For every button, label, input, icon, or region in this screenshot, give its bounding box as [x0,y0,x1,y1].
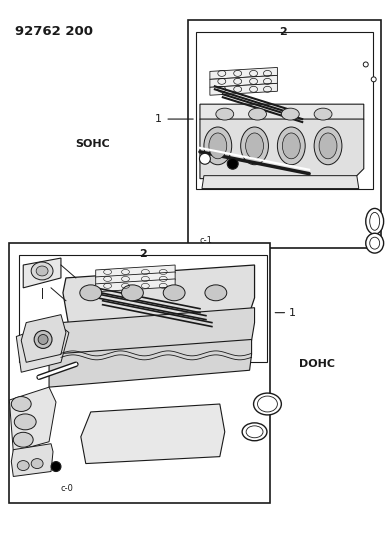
Text: SOHC: SOHC [75,139,110,149]
Ellipse shape [216,108,234,120]
Ellipse shape [314,108,332,120]
Ellipse shape [205,285,227,301]
Ellipse shape [31,262,53,280]
Bar [196,31,373,189]
Polygon shape [9,387,56,451]
Ellipse shape [371,77,376,82]
Polygon shape [200,119,364,179]
Bar [19,255,267,362]
Ellipse shape [209,133,227,159]
Bar [9,243,271,503]
Text: c-0: c-0 [61,484,74,494]
Polygon shape [23,258,61,288]
Polygon shape [16,322,69,372]
Ellipse shape [17,461,29,471]
Ellipse shape [248,108,267,120]
Polygon shape [96,265,175,278]
Ellipse shape [283,133,300,159]
Ellipse shape [319,133,337,159]
Polygon shape [210,75,277,87]
Polygon shape [49,340,252,387]
Ellipse shape [36,266,48,276]
Ellipse shape [14,414,36,430]
Text: 1: 1 [289,308,296,318]
Polygon shape [11,443,53,477]
Ellipse shape [253,393,281,415]
Polygon shape [96,272,175,285]
Ellipse shape [227,158,238,169]
Ellipse shape [31,458,43,469]
Polygon shape [81,404,225,464]
Ellipse shape [13,432,33,447]
Ellipse shape [163,285,185,301]
Ellipse shape [242,423,267,441]
Text: 92762 200: 92762 200 [15,25,93,38]
Ellipse shape [199,154,211,164]
Text: c-1: c-1 [200,236,213,245]
Ellipse shape [366,208,384,234]
Ellipse shape [51,462,61,472]
Polygon shape [202,176,359,189]
Bar [188,20,381,248]
Ellipse shape [38,335,48,344]
Ellipse shape [366,233,384,253]
Ellipse shape [314,127,342,165]
Ellipse shape [204,127,232,165]
Text: 2: 2 [139,249,147,259]
Ellipse shape [277,127,305,165]
Polygon shape [200,104,364,128]
Polygon shape [210,68,277,79]
Polygon shape [96,279,175,292]
Ellipse shape [11,397,31,411]
Ellipse shape [281,108,299,120]
Text: 2: 2 [279,27,287,37]
Text: DOHC: DOHC [299,359,335,369]
Ellipse shape [80,285,102,301]
Ellipse shape [246,133,264,159]
Polygon shape [21,314,66,362]
Ellipse shape [122,285,143,301]
Ellipse shape [241,127,269,165]
Polygon shape [63,265,255,327]
Polygon shape [210,83,277,95]
Polygon shape [61,308,255,357]
Ellipse shape [363,62,368,67]
Ellipse shape [34,330,52,349]
Text: 1: 1 [155,114,162,124]
